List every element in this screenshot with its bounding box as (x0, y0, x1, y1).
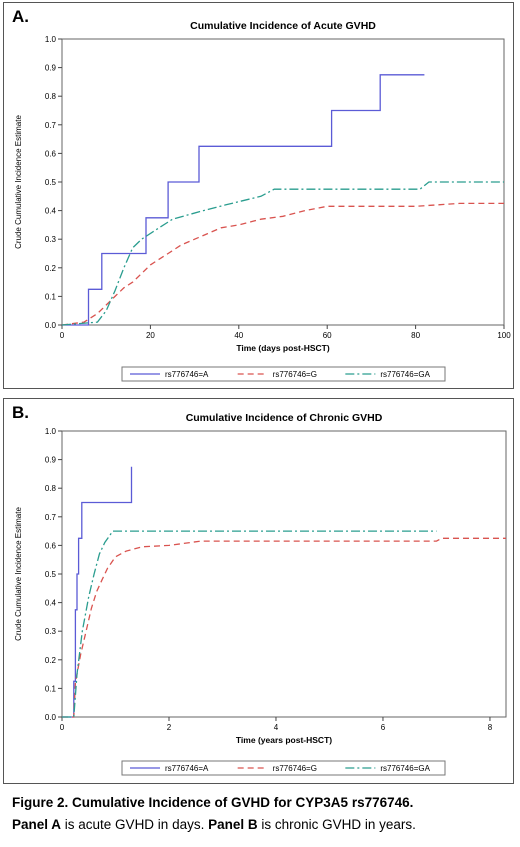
panel-b: B. Cumulative Incidence of Chronic GVHD 0… (3, 398, 514, 784)
y-tick-label: 1.0 (45, 35, 57, 44)
figure-caption: Figure 2. Cumulative Incidence of GVHD f… (12, 792, 512, 836)
series-line-1 (62, 466, 133, 718)
y-tick-label: 0.6 (45, 149, 57, 158)
x-tick-label: 80 (411, 331, 420, 340)
y-tick-label: 0.6 (45, 541, 57, 550)
chart-title: Cumulative Incidence of Chronic GVHD (186, 412, 383, 424)
x-tick-label: 4 (274, 723, 279, 732)
caption-panel-b-ref: Panel B (208, 817, 258, 832)
plot-frame (61, 430, 507, 718)
legend-label-2: rs776746=G (273, 764, 317, 773)
y-tick-label: 0.9 (45, 456, 57, 465)
y-tick-label: 0.8 (45, 92, 57, 101)
y-axis-label: Crude Cumulative Incidence Estimate (14, 507, 23, 641)
x-tick-label: 6 (381, 723, 386, 732)
y-tick-label: 0.1 (45, 684, 57, 693)
y-tick-label: 0.3 (45, 627, 57, 636)
panel-b-letter: B. (12, 403, 29, 422)
y-tick-label: 0.4 (45, 207, 57, 216)
x-tick-label: 60 (323, 331, 332, 340)
x-tick-label: 40 (234, 331, 243, 340)
x-axis-label: Time (years post-HSCT) (236, 735, 332, 745)
legend-label-1: rs776746=A (165, 370, 209, 379)
legend-label-3: rs776746=GA (380, 764, 430, 773)
caption-line-2: Panel A is acute GVHD in days. Panel B i… (12, 814, 512, 836)
y-tick-label: 0.9 (45, 64, 57, 73)
chronic-gvhd-chart: Cumulative Incidence of Chronic GVHD0.00… (14, 412, 507, 776)
caption-panel-b-desc: is chronic GVHD in years. (257, 817, 416, 832)
legend-frame (121, 366, 446, 382)
y-tick-label: 0.7 (45, 513, 57, 522)
series-line-2 (61, 202, 504, 326)
series-line-3 (62, 530, 437, 718)
y-tick-label: 0.5 (45, 178, 57, 187)
series-line-3 (61, 181, 504, 326)
x-tick-label: 100 (497, 331, 511, 340)
legend-label-3: rs776746=GA (380, 370, 430, 379)
legend: rs776746=A rs776746=G rs776746=GA (121, 760, 446, 776)
panel-a: A. Cumulative Incidence of Acute GVHD 0.0… (3, 2, 514, 389)
y-tick-label: 0.0 (45, 713, 57, 722)
y-tick-label: 0.2 (45, 264, 57, 273)
legend: rs776746=A rs776746=G rs776746=GA (121, 366, 446, 382)
x-tick-label: 0 (60, 331, 65, 340)
caption-line-1: Figure 2. Cumulative Incidence of GVHD f… (12, 795, 414, 810)
acute-gvhd-chart: Cumulative Incidence of Acute GVHD 0.0 0.1… (14, 20, 511, 382)
y-tick-label: 0.3 (45, 235, 57, 244)
panel-a-letter: A. (12, 7, 29, 26)
x-tick-label: 20 (146, 331, 155, 340)
y-tick-label: 0.4 (45, 599, 57, 608)
y-tick-label: 0.7 (45, 121, 57, 130)
x-tick-label: 0 (60, 723, 65, 732)
x-axis-label: Time (days post-HSCT) (236, 343, 330, 353)
y-tick-label: 0.0 (45, 321, 57, 330)
y-tick-label: 0.5 (45, 570, 57, 579)
caption-panel-a-desc: is acute GVHD in days. (61, 817, 209, 832)
y-tick-label: 0.8 (45, 484, 57, 493)
legend-label-1: rs776746=A (165, 764, 209, 773)
y-axis-label: Crude Cumulative Incidence Estimate (14, 115, 23, 249)
y-tick-label: 1.0 (45, 427, 57, 436)
chart-title: Cumulative Incidence of Acute GVHD (190, 20, 376, 32)
plot-frame (61, 38, 505, 326)
series-line-1 (62, 74, 425, 326)
y-tick-label: 0.1 (45, 292, 57, 301)
y-tick-label: 0.2 (45, 656, 57, 665)
series-line-2 (62, 537, 506, 718)
legend-frame (121, 760, 446, 776)
x-tick-label: 2 (167, 723, 172, 732)
caption-panel-a-ref: Panel A (12, 817, 62, 832)
legend-label-2: rs776746=G (273, 370, 317, 379)
x-tick-label: 8 (488, 723, 493, 732)
